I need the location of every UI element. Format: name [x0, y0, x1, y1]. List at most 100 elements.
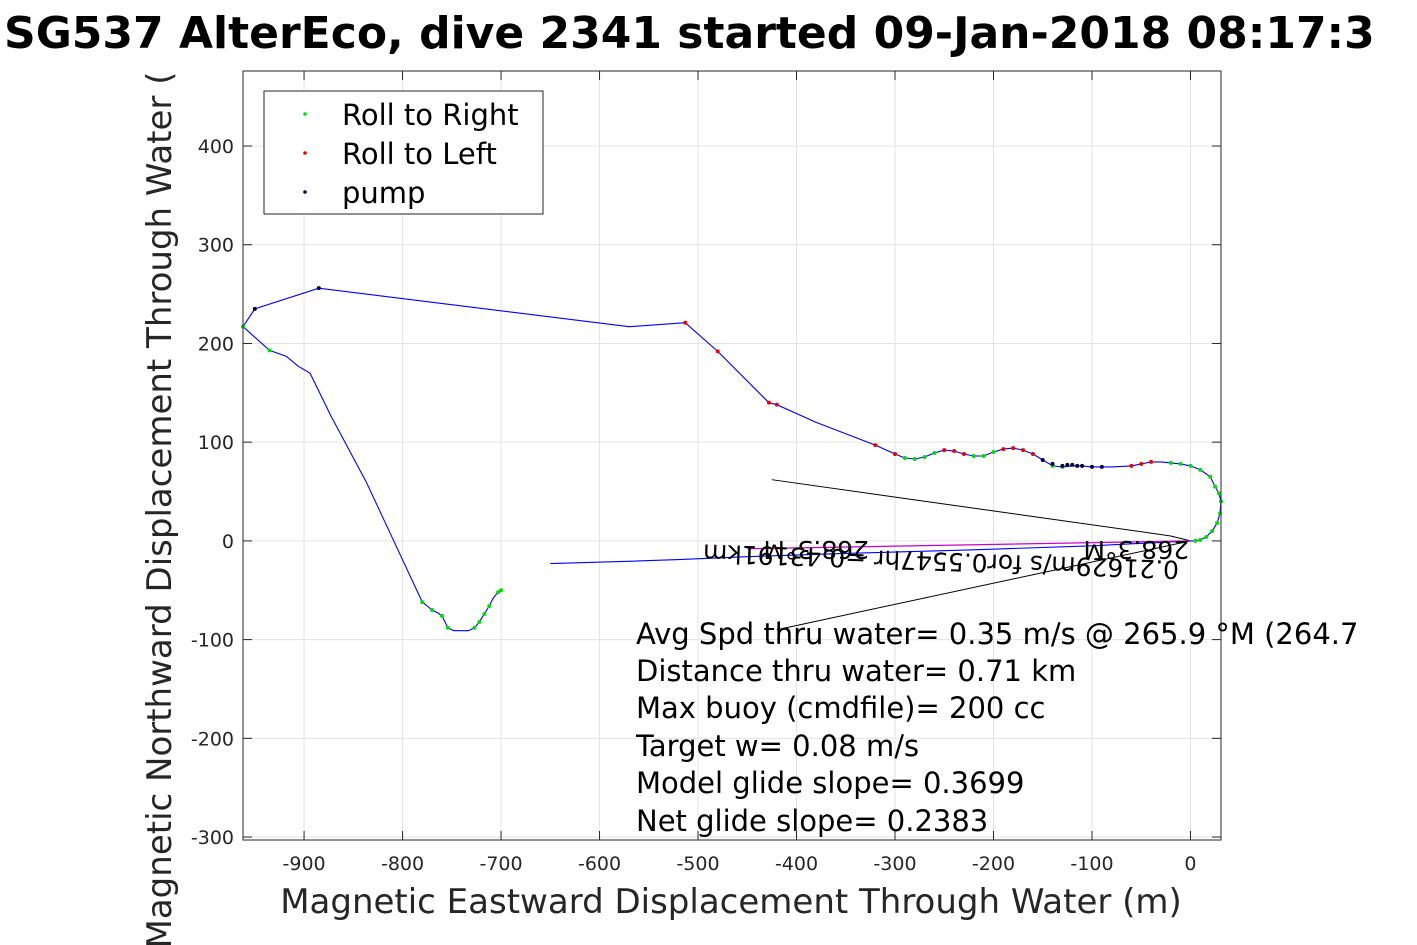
roll-right-marker [1210, 529, 1215, 534]
y-tick-label: -200 [191, 728, 234, 750]
pump-marker [1050, 461, 1055, 466]
pump-marker [316, 286, 321, 291]
y-tick-label: 200 [198, 333, 234, 355]
roll-right-marker [499, 588, 504, 593]
roll-right-marker [445, 625, 450, 630]
roll-right-marker [932, 451, 937, 456]
x-tick-label: -600 [578, 853, 621, 875]
x-tick-label: -200 [972, 853, 1015, 875]
pump-marker [1075, 463, 1080, 468]
roll-right-marker [430, 607, 435, 612]
heading-line [1170, 535, 1191, 542]
pump-marker [1060, 463, 1065, 468]
roll-left-marker [766, 400, 771, 405]
roll-right-marker [1188, 463, 1193, 468]
roll-right-marker [439, 613, 444, 618]
stat-distance: Distance thru water= 0.71 km [636, 654, 1076, 688]
pump-marker [1089, 464, 1094, 469]
roll-right-marker [981, 453, 986, 458]
roll-right-marker [487, 604, 492, 609]
roll-left-marker [952, 449, 957, 454]
x-tick-label: 0 [1184, 853, 1196, 875]
roll-right-marker [1217, 491, 1222, 496]
marker-layer [241, 286, 1223, 630]
roll-right-marker [1198, 537, 1203, 542]
roll-left-marker [873, 443, 878, 448]
pump-marker [252, 306, 257, 311]
pump-marker [1080, 463, 1085, 468]
roll-right-marker [922, 454, 927, 459]
pump-marker [1040, 457, 1045, 462]
y-tick-label: -300 [191, 827, 234, 849]
roll-left-marker [1139, 461, 1144, 466]
roll-right-marker [477, 619, 482, 624]
roll-right-marker [1193, 538, 1198, 543]
roll-right-marker [420, 600, 425, 605]
x-tick-label: -400 [775, 853, 818, 875]
roll-right-marker [267, 348, 272, 353]
roll-right-marker [472, 625, 477, 630]
legend-box [263, 90, 544, 215]
roll-right-marker [496, 590, 501, 595]
roll-left-marker [1011, 446, 1016, 451]
legend-marker-roll-left [303, 151, 307, 155]
x-tick-label: -300 [873, 853, 916, 875]
heading-lines [771, 479, 1191, 631]
x-tick-label: -500 [676, 853, 719, 875]
y-tick-label: 0 [222, 531, 234, 553]
legend-label-roll-right: Roll to Right [342, 98, 519, 132]
pump-marker [1099, 464, 1104, 469]
x-tick-label: -800 [381, 853, 424, 875]
x-tick-label: -100 [1070, 853, 1113, 875]
stat-net-glide-slope: Net glide slope= 0.2383 [636, 804, 988, 838]
y-axis-label: Magnetic Northward Displacement Through … [140, 72, 180, 945]
legend-marker-pump [303, 190, 307, 194]
roll-left-marker [893, 452, 897, 457]
roll-left-marker [683, 320, 688, 325]
y-tick-label: -100 [191, 630, 234, 652]
roll-right-marker [991, 450, 996, 455]
annotation-1: 268.3°M [763, 535, 869, 564]
roll-right-marker [902, 455, 907, 460]
roll-left-marker [774, 402, 779, 407]
roll-left-marker [1021, 448, 1026, 453]
stat-max-buoy: Max buoy (cmdfile)= 200 cc [636, 691, 1045, 725]
heading-line [776, 540, 1191, 631]
roll-left-marker [942, 448, 947, 453]
heading-line [771, 479, 1171, 537]
legend-marker-roll-right [303, 112, 307, 116]
roll-right-marker [1178, 461, 1183, 466]
x-tick-label: -700 [479, 853, 522, 875]
x-tick-label: -900 [283, 853, 326, 875]
return-track-line [550, 540, 1191, 565]
roll-right-marker [1208, 474, 1213, 479]
roll-right-marker [971, 453, 976, 458]
roll-left-marker [1001, 447, 1006, 452]
roll-left-marker [715, 349, 720, 354]
roll-right-marker [1198, 467, 1203, 472]
legend-label-roll-left: Roll to Left [342, 137, 497, 171]
stat-avg-speed: Avg Spd thru water= 0.35 m/s @ 265.9 °M … [636, 617, 1358, 651]
stat-model-glide-slope: Model glide slope= 0.3699 [636, 766, 1024, 800]
stat-target-w: Target w= 0.08 m/s [635, 729, 919, 763]
roll-left-marker [1030, 452, 1035, 457]
stats-block: Avg Spd thru water= 0.35 m/s @ 265.9 °M … [635, 617, 1358, 838]
roll-left-marker [961, 452, 966, 457]
roll-right-marker [1204, 534, 1209, 539]
roll-right-marker [1168, 460, 1173, 465]
chart-title: SG537 AlterEco, dive 2341 started 09-Jan… [4, 8, 1375, 59]
roll-right-marker [482, 611, 487, 616]
legend: Roll to Right Roll to Left pump [263, 90, 544, 215]
y-tick-label: 300 [198, 235, 234, 257]
roll-left-marker [1149, 459, 1154, 464]
roll-left-marker [1129, 463, 1134, 468]
roll-right-marker [912, 456, 917, 461]
current-vector-line [747, 540, 1191, 550]
axes-frame [242, 70, 1222, 841]
pump-marker [1070, 462, 1075, 467]
x-axis-label: Magnetic Eastward Displacement Through W… [280, 882, 1182, 922]
annotation-0: 268.3°M [1083, 535, 1189, 564]
roll-right-marker [1215, 521, 1220, 526]
y-tick-label: 400 [198, 136, 234, 158]
